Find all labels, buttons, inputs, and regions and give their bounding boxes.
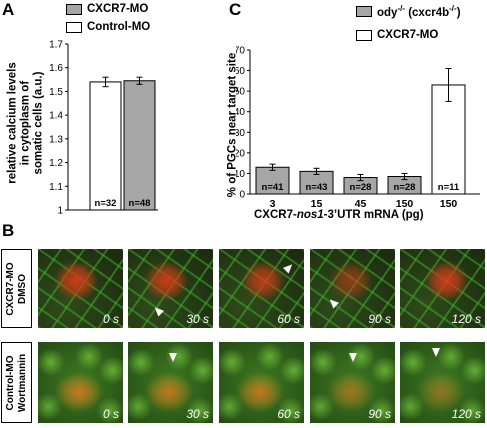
y-tick-label: 20 [236,148,245,159]
y-tick-label: 1.4 [49,111,63,122]
legend-item-cxcr7-mo: CXCR7-MO [356,28,461,42]
y-tick-label: 10 [236,169,245,180]
timelapse-frame: 30 s [128,249,213,328]
panel-c-xlabel: CXCR7-nos1-3’UTR mRNA (pg) [254,209,424,221]
bar-n-label: n=41 [262,182,285,193]
legend-swatch [356,5,372,17]
arrowhead-icon [283,261,296,274]
row-label-line: Wortmannin [16,353,28,412]
arrowhead-icon [349,353,358,363]
frame-timestamp: 90 s [368,312,391,326]
panel-c-chart: 0 10 20 30 40 50 60 70 n=41 3 n=43 15 n=28 45 n=28 150 n… [236,46,480,210]
y-tick-label: 0 [239,190,245,201]
legend-item-ody: ody-/- (cxcr4b-/-) [356,4,461,18]
timelapse-frame: 60 s [219,249,304,328]
legend-label: CXCR7-MO [377,29,439,41]
panel-c-letter: C [229,0,242,19]
frame-timestamp: 90 s [368,407,391,421]
y-tick-label: 70 [236,46,245,57]
bar [89,81,122,211]
panel-a-chart: 1 1.1 1.2 1.3 1.4 1.5 1.6 1.7 n=32 n=48 [49,40,158,217]
bar-n-label: n=28 [350,182,372,193]
legend-item-cxcr7-mo: CXCR7-MO [66,2,150,16]
bar-n-label: n=28 [394,182,416,193]
panel-b-letter: B [2,221,15,240]
bar [431,84,466,195]
y-tick-label: 1.3 [49,134,63,145]
frame-timestamp: 120 s [451,407,481,421]
legend-label: Control-MO [87,21,151,33]
bar-n-label: n=11 [438,182,460,193]
x-tick-label: 15 [311,198,323,210]
timelapse-frame: 120 s [400,249,485,328]
x-tick-label: 150 [440,198,458,210]
row-label-line: CXCR7-MO [4,261,16,316]
y-tick-label: 60 [236,66,245,77]
bar [123,80,156,211]
y-tick-label: 1.1 [49,182,63,193]
frame-timestamp: 0 s [102,407,119,421]
frame-timestamp: 60 s [277,312,300,326]
y-tick-label: 1.7 [49,40,63,51]
panel-a-ylabel-line1: relative calcium levels [6,61,19,184]
frame-timestamp: 60 s [277,407,300,421]
frame-timestamp: 120 s [451,312,481,326]
timelapse-frame: 90 s [310,342,395,423]
y-tick-label: 50 [236,87,245,98]
x-tick-label: 150 [396,198,414,210]
panel-a-ylabel-line2: in cytoplasm of [19,80,32,165]
row-label-line: DMSO [16,273,28,304]
y-tick-label: 40 [236,107,245,118]
panel-c-legend: ody-/- (cxcr4b-/-) CXCR7-MO [356,4,461,42]
bar-n-label: n=48 [129,198,151,209]
y-tick-label: 30 [236,128,245,139]
legend-swatch [66,3,82,15]
timelapse-frame: 60 s [219,342,304,423]
timelapse-frame: 90 s [310,249,395,328]
row-label-cxcr7-dmso: CXCR7-MO DMSO [1,249,32,328]
arrowhead-icon [168,353,177,363]
frame-timestamp: 30 s [186,312,209,326]
timelapse-frame: 0 s [38,342,123,423]
legend-swatch [356,29,372,41]
frame-timestamp: 0 s [102,312,119,326]
bar [255,166,290,195]
y-tick-label: 1.6 [49,63,63,74]
x-tick-label: 3 [270,198,276,210]
legend-item-control-mo: Control-MO [66,20,150,34]
arrowhead-icon [432,348,441,358]
arrowhead-icon [151,304,164,317]
legend-label: CXCR7-MO [87,3,149,15]
y-tick-label: 1.2 [49,158,63,169]
frame-timestamp: 30 s [186,407,209,421]
legend-label: ody-/- (cxcr4b-/-) [377,3,461,19]
bar-n-label: n=43 [306,182,328,193]
bar-n-label: n=32 [95,198,117,209]
timelapse-frame: 0 s [38,249,123,328]
timelapse-frame: 120 s [400,342,485,423]
panel-a-letter: A [2,0,15,19]
x-tick-label: 45 [355,198,367,210]
row-label-line: Control-MO [4,355,16,410]
y-tick-label: 1.5 [49,87,63,98]
legend-swatch [66,21,82,33]
panel-a-legend: CXCR7-MO Control-MO [66,2,150,34]
y-tick-label: 1 [57,206,63,217]
arrowhead-icon [326,296,339,309]
timelapse-frame: 30 s [128,342,213,423]
row-label-control-wortmannin: Control-MO Wortmannin [1,342,32,423]
